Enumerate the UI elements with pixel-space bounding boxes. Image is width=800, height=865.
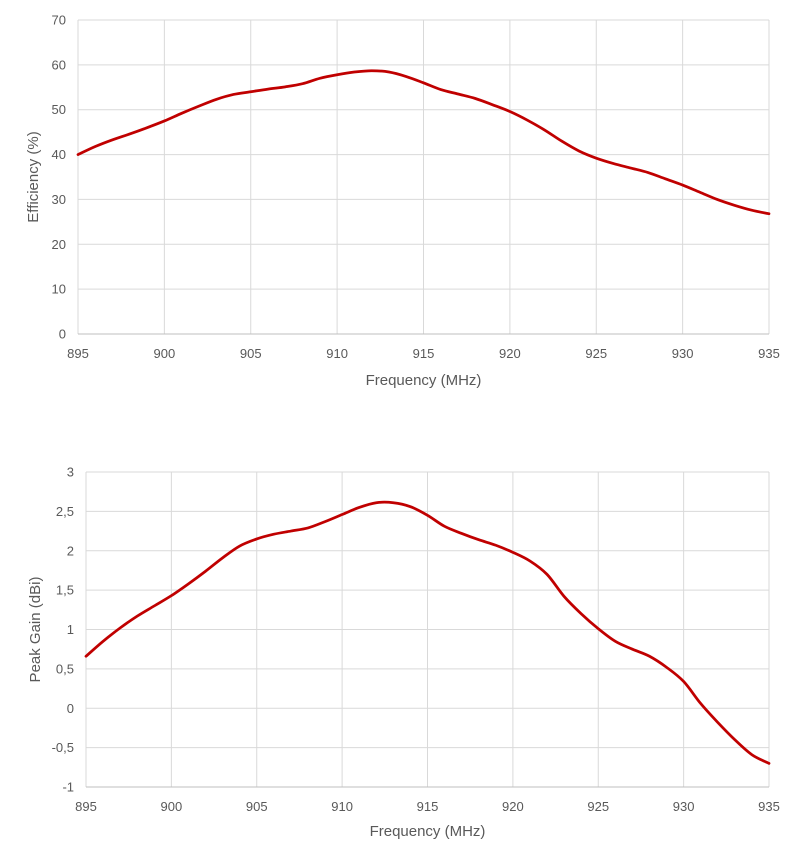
y-tick-label: 0	[59, 327, 66, 342]
x-tick-label: 935	[758, 346, 780, 361]
x-axis-label: Frequency (MHz)	[366, 372, 482, 389]
y-tick-label: 10	[52, 282, 66, 297]
x-tick-label: 930	[672, 346, 694, 361]
y-tick-label: 20	[52, 237, 66, 252]
y-tick-label: 0,5	[56, 661, 74, 676]
x-tick-label: 920	[499, 346, 521, 361]
y-tick-label: -1	[62, 780, 74, 795]
x-tick-label: 910	[331, 799, 353, 814]
x-tick-label: 900	[161, 799, 183, 814]
y-axis-label: Peak Gain (dBi)	[27, 577, 44, 683]
y-tick-label: 2	[67, 543, 74, 558]
x-axis-label: Frequency (MHz)	[370, 823, 486, 840]
x-tick-label: 910	[326, 346, 348, 361]
series-line	[84, 500, 771, 765]
y-tick-label: 30	[52, 192, 66, 207]
y-tick-label: 2,5	[56, 504, 74, 519]
y-tick-label: 3	[67, 465, 74, 480]
y-tick-label: 60	[52, 57, 66, 72]
x-tick-label: 930	[673, 799, 695, 814]
x-tick-label: 920	[502, 799, 524, 814]
x-tick-label: 900	[154, 346, 176, 361]
x-tick-label: 895	[75, 799, 97, 814]
y-tick-label: 50	[52, 102, 66, 117]
y-axis-label: Efficiency (%)	[25, 131, 42, 222]
x-tick-label: 895	[67, 346, 89, 361]
y-tick-label: 40	[52, 147, 66, 162]
x-tick-label: 925	[585, 346, 607, 361]
y-tick-label: 70	[52, 13, 66, 28]
series-line	[76, 69, 771, 216]
x-tick-label: 905	[240, 346, 262, 361]
y-tick-label: 0	[67, 701, 74, 716]
x-tick-label: 925	[587, 799, 609, 814]
x-tick-label: 915	[417, 799, 439, 814]
x-tick-label: 935	[758, 799, 780, 814]
y-tick-label: 1	[67, 622, 74, 637]
peak-gain-chart: 895 900 905 910 915 920 925 930 935 -1 -0,5 0 0,5 1 1,…	[27, 465, 780, 841]
efficiency-chart: 895 900 905 910 915 920 925 930 935 0 10 20 30 40 50 60…	[25, 13, 780, 390]
y-tick-label: -0,5	[52, 740, 74, 755]
y-tick-label: 1,5	[56, 583, 74, 598]
x-tick-label: 905	[246, 799, 268, 814]
x-tick-label: 915	[413, 346, 435, 361]
